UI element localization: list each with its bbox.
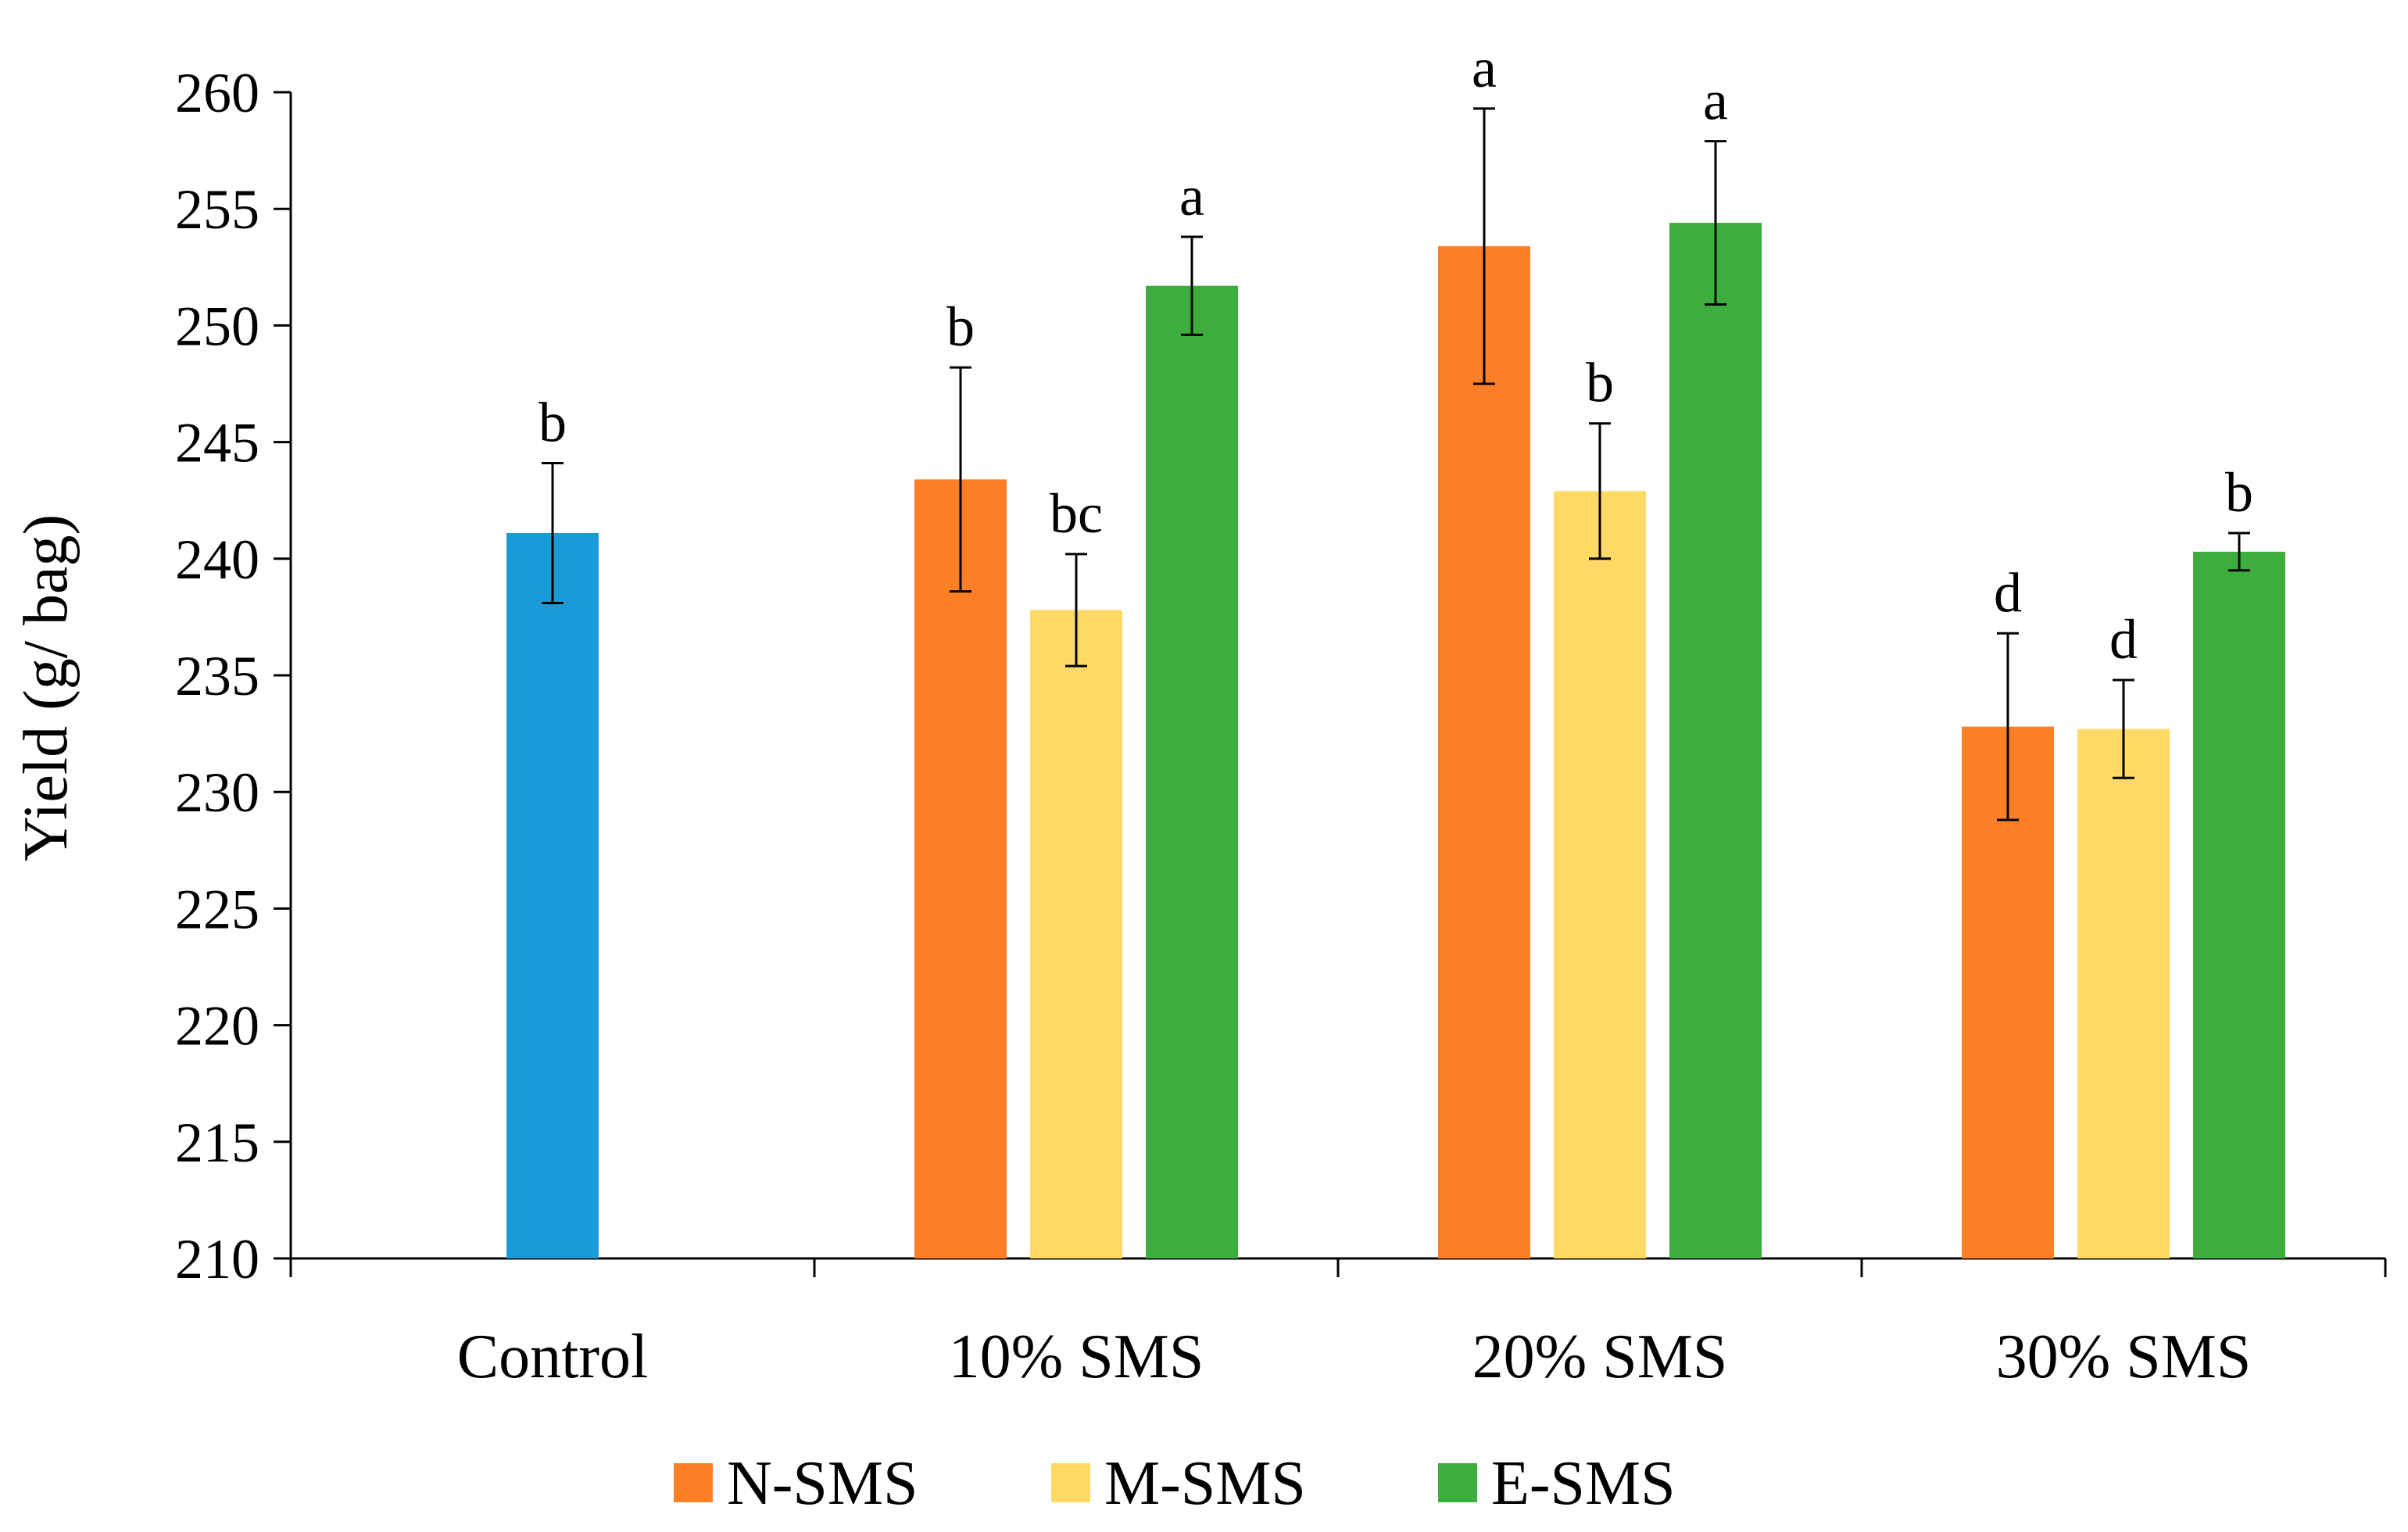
bar: [1438, 245, 1530, 1259]
bar: [2077, 728, 2170, 1258]
y-tick-label: 210: [175, 1228, 259, 1290]
bar: [2193, 551, 2285, 1258]
y-tick-label: 260: [175, 62, 259, 124]
x-category-label: 20% SMS: [1472, 1323, 1728, 1391]
axes: 210 215 220 225 230 235 240 245 250 255 260 Control…: [175, 62, 2387, 1391]
legend-swatch: [674, 1463, 713, 1502]
y-tick-label: 255: [175, 178, 259, 241]
significance-label: bc: [1050, 482, 1103, 545]
significance-label: d: [1994, 561, 2022, 624]
y-tick-label: 235: [175, 645, 259, 707]
bars: b b a d bc b d a a b: [506, 37, 2285, 1259]
y-tick-label: 220: [175, 995, 259, 1058]
x-category-label: 30% SMS: [1996, 1323, 2252, 1391]
y-axis-label: Yield (g/ bag): [12, 514, 81, 861]
legend-swatch: [1438, 1463, 1477, 1502]
bar: [506, 532, 599, 1258]
significance-label: b: [2225, 461, 2253, 524]
legend-label: N-SMS: [727, 1449, 918, 1518]
bar: [1030, 610, 1122, 1258]
significance-label: a: [1179, 165, 1204, 227]
y-tick-label: 225: [175, 878, 259, 940]
x-category-label: Control: [457, 1323, 648, 1391]
x-category-label: 10% SMS: [949, 1323, 1204, 1391]
legend-label: E-SMS: [1491, 1449, 1676, 1518]
bar: [1146, 285, 1238, 1258]
y-tick-label: 250: [175, 295, 259, 357]
bar: [1554, 491, 1646, 1258]
significance-label: a: [1472, 37, 1497, 99]
y-tick-label: 245: [175, 412, 259, 474]
bar: [914, 479, 1007, 1258]
y-tick-label: 215: [175, 1111, 259, 1174]
significance-label: b: [1586, 352, 1614, 414]
legend-swatch: [1051, 1463, 1090, 1502]
significance-label: a: [1703, 70, 1728, 132]
legend: N-SMS M-SMS E-SMS: [674, 1449, 1676, 1518]
significance-label: b: [538, 391, 567, 453]
significance-label: b: [946, 295, 975, 358]
legend-label: M-SMS: [1104, 1449, 1306, 1518]
significance-label: d: [2109, 608, 2138, 671]
y-tick-label: 240: [175, 528, 259, 591]
bar: [1669, 223, 1762, 1258]
y-tick-label: 230: [175, 761, 259, 824]
